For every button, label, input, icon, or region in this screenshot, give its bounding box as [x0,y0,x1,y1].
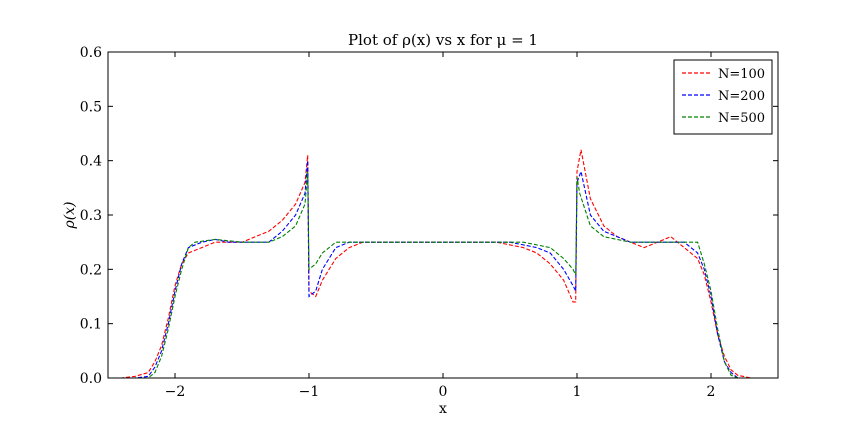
plot-area-frame [107,51,779,379]
legend-box [673,59,773,135]
y-tick-label: 0.6 [80,45,102,61]
axis-ticks: −2 −1 0 1 2 0.0 0.1 0.2 0.3 0.4 0.5 0.6 [80,45,778,400]
x-axis-label: x [439,401,447,417]
series-lines [108,149,778,379]
series-line-0 [108,149,778,379]
y-tick-label: 0.4 [80,154,102,170]
x-tick-label: −1 [299,384,320,400]
x-tick-label: 2 [707,384,716,400]
chart-title: Plot of ρ(x) vs x for μ = 1 [348,31,538,49]
y-tick-label: 0.0 [80,371,102,387]
legend-label-0: N=100 [718,67,765,82]
legend: N=100 N=200 N=500 [673,59,773,135]
legend-label-2: N=500 [718,111,765,126]
y-tick-label: 0.5 [80,99,102,115]
x-tick-label: 1 [573,384,582,400]
legend-label-1: N=200 [718,89,765,104]
y-tick-label: 0.2 [80,262,102,278]
y-axis-label: ρ(x) [62,201,78,229]
series-line-2 [108,171,778,379]
y-tick-label: 0.3 [80,208,102,224]
x-tick-label: −2 [165,384,186,400]
x-tick-label: 0 [439,384,448,400]
y-tick-label: 0.1 [80,317,102,333]
